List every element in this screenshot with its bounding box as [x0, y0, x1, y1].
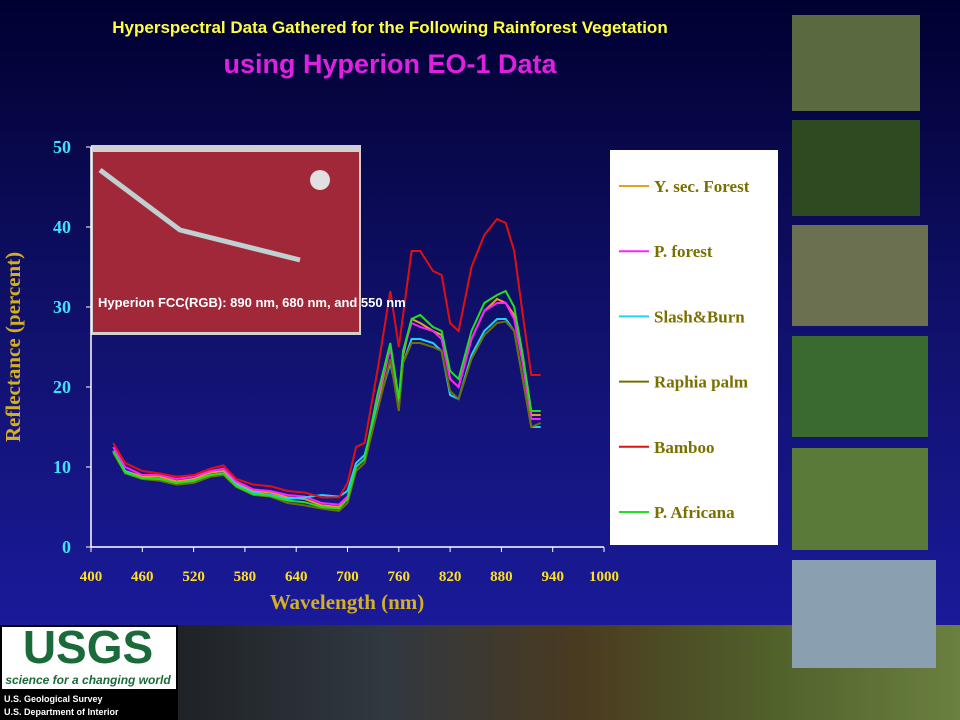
photo: [792, 15, 920, 111]
x-tick-label: 940: [541, 569, 564, 585]
logo-tagline: science for a changing world: [5, 673, 171, 687]
inset-feature: [310, 170, 330, 190]
inset-feature: [98, 168, 301, 263]
x-tick-label: 520: [182, 569, 205, 585]
plot: 0 10 20 30 40 50 400 460 520 580 640 700 760 820 880 94…: [53, 137, 619, 585]
photo: [792, 448, 928, 550]
photo: [792, 225, 928, 326]
footer-org: U.S. Department of Interior: [4, 707, 119, 717]
x-tick-label: 460: [131, 569, 154, 585]
legend-box: [610, 150, 778, 545]
x-axis-label: Wavelength (nm): [270, 590, 425, 614]
y-tick-label: 10: [53, 457, 71, 477]
subtitle: using Hyperion EO-1 Data: [223, 49, 557, 79]
x-tick-label: 640: [285, 569, 308, 585]
logo-text: USGS: [23, 621, 153, 673]
photos: [792, 15, 936, 668]
series-line: [112, 289, 541, 510]
x-tick-label: 820: [439, 569, 462, 585]
x-tick-label: 880: [490, 569, 513, 585]
logo-box: [2, 627, 176, 689]
y-tick-label: 50: [53, 137, 71, 157]
series-line: [112, 217, 541, 499]
legend-label: Bamboo: [654, 438, 714, 457]
title: Hyperspectral Data Gathered for the Foll…: [112, 18, 667, 37]
x-tick-label: 580: [234, 569, 257, 585]
x-tick-label: 400: [80, 569, 103, 585]
legend-label: Y. sec. Forest: [654, 177, 750, 196]
footer-org: U.S. Geological Survey: [4, 694, 103, 704]
x-tick-label: 700: [336, 569, 359, 585]
y-tick-label: 40: [53, 217, 71, 237]
y-tick-label: 30: [53, 297, 71, 317]
legend-label: Raphia palm: [654, 373, 748, 392]
photo: [792, 336, 928, 437]
x-tick-label: 1000: [589, 569, 619, 585]
y-tick-label: 20: [53, 377, 71, 397]
x-tick-label: 760: [388, 569, 411, 585]
series-line: [112, 320, 542, 513]
y-axis-label: Reflectance (percent): [1, 252, 25, 442]
series-lines: [112, 217, 542, 513]
legend-label: Slash&Burn: [654, 307, 745, 326]
inset-caption: Hyperion FCC(RGB): 890 nm, 680 nm, and 5…: [98, 295, 406, 310]
legend-label: P. forest: [654, 242, 713, 261]
legend-label: P. Africana: [654, 503, 735, 522]
inset-image: [91, 145, 361, 335]
photo: [792, 120, 920, 216]
photo: [792, 560, 936, 668]
y-tick-label: 0: [62, 537, 71, 557]
